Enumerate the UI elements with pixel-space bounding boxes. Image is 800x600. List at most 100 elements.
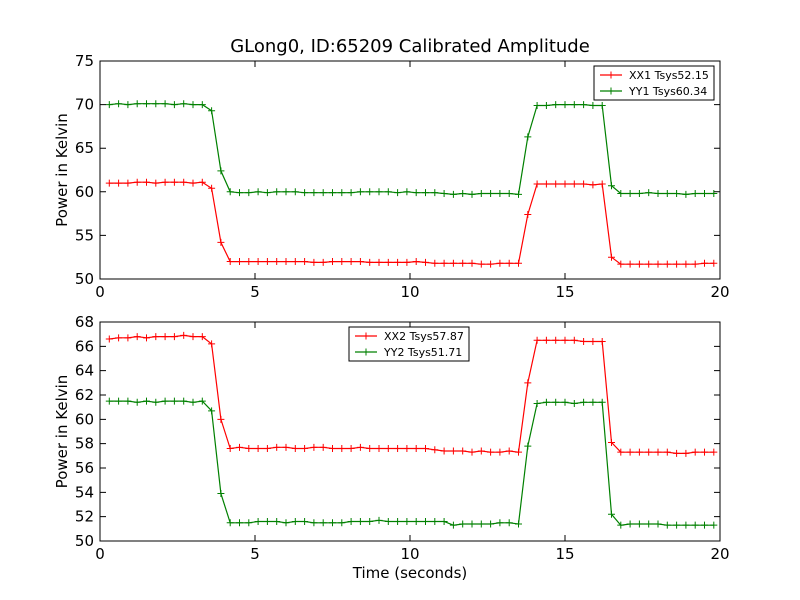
- legend-marker: [362, 332, 370, 340]
- data-point: [291, 188, 299, 196]
- y-tick-label: 68: [75, 313, 94, 331]
- data-point: [356, 188, 364, 196]
- data-point: [589, 398, 597, 406]
- x-tick-label: 10: [400, 545, 419, 563]
- data-point: [170, 178, 178, 186]
- y-tick-label: 52: [75, 508, 94, 526]
- data-point: [589, 181, 597, 189]
- data-point: [580, 101, 588, 109]
- data-point: [515, 259, 522, 267]
- data-point: [589, 101, 597, 109]
- data-point: [329, 519, 336, 527]
- data-point: [143, 178, 150, 186]
- data-point: [422, 189, 429, 197]
- data-point: [487, 190, 495, 198]
- data-point: [673, 260, 681, 268]
- data-point: [319, 189, 327, 197]
- data-point: [570, 101, 578, 109]
- data-point: [691, 190, 699, 198]
- data-point: [375, 445, 383, 453]
- data-point: [291, 445, 299, 453]
- y-tick-label: 55: [75, 226, 94, 244]
- data-point: [375, 258, 383, 266]
- data-point: [477, 260, 485, 268]
- data-point: [208, 107, 216, 115]
- data-point: [124, 179, 132, 187]
- data-point: [598, 101, 606, 109]
- data-point: [580, 398, 588, 406]
- data-point: [422, 258, 429, 266]
- data-point: [459, 447, 467, 455]
- data-point: [394, 258, 402, 266]
- data-point: [217, 490, 225, 498]
- x-tick-label: 0: [95, 545, 105, 563]
- data-point: [701, 448, 708, 456]
- data-point: [431, 189, 439, 197]
- data-point: [682, 521, 690, 529]
- data-point: [217, 238, 225, 246]
- series-line-2: [109, 400, 714, 526]
- data-point: [375, 516, 383, 524]
- data-point: [133, 333, 141, 341]
- x-tick-label: 15: [555, 545, 574, 563]
- series-line-1: [109, 181, 714, 265]
- data-point: [189, 101, 197, 109]
- data-point: [505, 259, 513, 267]
- data-point: [394, 189, 402, 197]
- data-point: [310, 258, 318, 266]
- series-markers-2: [105, 397, 718, 529]
- data-point: [654, 520, 662, 528]
- data-point: [691, 448, 699, 456]
- data-point: [552, 398, 560, 406]
- data-point: [301, 445, 309, 453]
- data-point: [329, 445, 336, 453]
- data-point: [682, 190, 690, 198]
- data-point: [384, 188, 392, 196]
- data-point: [115, 179, 123, 187]
- data-point: [245, 445, 253, 453]
- legend-entry: YY1 Tsys60.34: [628, 85, 707, 98]
- data-point: [143, 397, 150, 405]
- data-point: [617, 448, 625, 456]
- data-point: [198, 101, 206, 109]
- data-point: [468, 259, 476, 267]
- data-point: [273, 443, 281, 451]
- y-tick-label: 50: [75, 532, 94, 550]
- legend-entry: XX1 Tsys52.15: [629, 69, 709, 82]
- data-point: [533, 336, 541, 344]
- x-tick-label: 20: [710, 545, 729, 563]
- data-point: [403, 258, 411, 266]
- legend-box: [593, 65, 715, 101]
- data-point: [105, 101, 113, 109]
- data-point: [440, 518, 448, 526]
- data-point: [263, 445, 271, 453]
- data-point: [115, 334, 123, 342]
- data-point: [701, 521, 708, 529]
- data-point: [245, 519, 253, 527]
- legend: XX2 Tsys57.87 YY2 Tsys51.71: [348, 326, 470, 362]
- data-point: [449, 521, 457, 529]
- data-point: [477, 190, 485, 198]
- data-point: [496, 259, 504, 267]
- data-point: [468, 448, 476, 456]
- data-point: [236, 189, 243, 197]
- data-point: [459, 190, 467, 198]
- data-point: [273, 518, 281, 526]
- data-point: [170, 101, 178, 109]
- data-point: [701, 190, 708, 198]
- data-point: [552, 336, 560, 344]
- data-point: [533, 180, 541, 188]
- y-axis-label: Power in Kelvin: [53, 375, 71, 489]
- data-point: [319, 258, 327, 266]
- data-point: [533, 400, 541, 408]
- data-point: [273, 188, 281, 196]
- data-point: [673, 190, 681, 198]
- data-point: [663, 190, 671, 198]
- data-point: [608, 182, 615, 190]
- data-point: [561, 398, 569, 406]
- data-point: [440, 259, 448, 267]
- data-point: [105, 335, 113, 343]
- data-point: [645, 260, 653, 268]
- data-point: [505, 447, 513, 455]
- data-point: [124, 397, 132, 405]
